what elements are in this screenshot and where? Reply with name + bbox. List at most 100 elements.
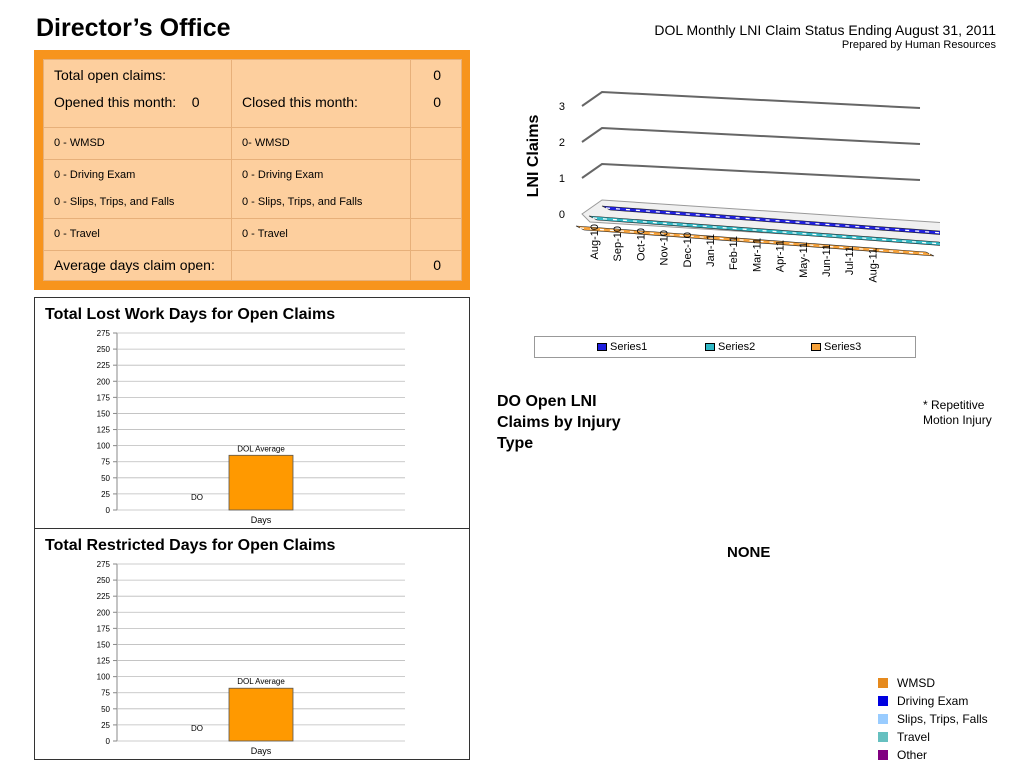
legend-item-wmsd: WMSD xyxy=(878,674,988,692)
injury-type-title: DO Open LNI Claims by Injury Type xyxy=(497,393,621,452)
legend-item-other: Other xyxy=(878,746,988,764)
y-tick-label: 50 xyxy=(101,474,110,483)
y-tick-label: 225 xyxy=(97,592,111,601)
legend-item-series2: Series2 xyxy=(705,341,755,353)
legend-label: Series1 xyxy=(610,341,648,353)
x-tick-label: Jul-11 xyxy=(844,246,856,275)
legend-item-series1: Series1 xyxy=(597,341,647,353)
x-tick-label: Days xyxy=(251,746,272,756)
y-tick-label: 200 xyxy=(97,377,111,386)
restricted-days-chart: 0 25 50 75 100 125 150 175 200 225 250 275 DO DOL Ave… xyxy=(97,560,405,756)
x-tick-label: Mar-11 xyxy=(751,238,763,272)
x-tick-label: Jan-11 xyxy=(705,234,717,267)
legend-swatch xyxy=(597,343,607,351)
avg-days-label: Average days claim open: xyxy=(43,250,232,281)
legend-item-driving-exam: Driving Exam xyxy=(878,692,988,710)
opened-type: 0 - Slips, Trips, and Falls xyxy=(54,196,175,208)
report-period: DOL Monthly LNI Claim Status Ending Augu… xyxy=(654,22,996,38)
gridline xyxy=(581,162,921,181)
y-tick-label: 250 xyxy=(97,345,111,354)
legend-swatch xyxy=(811,343,821,351)
y-tick-label: 175 xyxy=(97,393,111,402)
monthly-chart-legend: Series1 Series2 Series3 xyxy=(534,336,916,358)
y-tick-label: 0 xyxy=(559,209,565,221)
bar xyxy=(228,454,294,511)
y-tick-label: 75 xyxy=(101,458,110,467)
closed-type: 0- WMSD xyxy=(231,127,411,160)
claim-summary-box: Total open claims: Opened this month: 0 … xyxy=(34,50,470,290)
x-tick-label: Aug-10 xyxy=(589,224,601,259)
y-tick-label: 275 xyxy=(97,329,111,338)
series-line xyxy=(579,227,931,255)
lost-work-days-title: Total Lost Work Days for Open Claims xyxy=(45,306,336,323)
y-tick-label: 125 xyxy=(97,426,111,435)
opened-type: 0 - Travel xyxy=(43,218,232,251)
y-axis-label: LNI Claims xyxy=(525,115,542,198)
legend-swatch xyxy=(878,714,888,724)
legend-swatch xyxy=(878,732,888,742)
x-tick-label: Sep-10 xyxy=(612,226,624,261)
legend-item-travel: Travel xyxy=(878,728,988,746)
y-tick-label: 150 xyxy=(97,409,111,418)
y-tick-label: 0 xyxy=(106,506,111,515)
series-line xyxy=(592,217,940,245)
legend-label: WMSD xyxy=(897,676,935,690)
opened-value: 0 xyxy=(191,94,200,110)
legend-label: Driving Exam xyxy=(897,694,969,708)
y-tick-label: 75 xyxy=(101,689,110,698)
legend-label: Series2 xyxy=(718,341,756,353)
y-tick-label: 225 xyxy=(97,361,111,370)
y-tick-label: 50 xyxy=(101,705,110,714)
legend-label: Slips, Trips, Falls xyxy=(897,712,988,726)
legend-item-slips: Slips, Trips, Falls xyxy=(878,710,988,728)
lost-work-days-panel: Total Lost Work Days for Open Claims 0 25… xyxy=(34,297,470,529)
closed-type: 0 - Driving Exam xyxy=(242,169,324,181)
y-tick-label: 2 xyxy=(559,137,565,149)
data-label: DOL Average xyxy=(237,444,285,453)
injury-none-label: NONE xyxy=(727,544,771,561)
report-preparer: Prepared by Human Resources xyxy=(841,39,996,51)
data-label: DOL Average xyxy=(237,677,285,686)
opened-type: 0 - Driving Exam xyxy=(54,169,136,181)
restricted-days-panel: Total Restricted Days for Open Claims 0 2… xyxy=(34,528,470,760)
y-tick-label: 100 xyxy=(97,673,111,682)
monthly-claims-chart: 0 1 2 3 LNI Claims Aug-10 Sep-10 Oct-10 Nov-10 De… xyxy=(525,90,940,283)
legend-swatch xyxy=(878,750,888,760)
y-tick-label: 100 xyxy=(97,442,111,451)
data-label: DO xyxy=(191,493,203,502)
gridline xyxy=(581,126,921,145)
x-tick-label: Aug-11 xyxy=(867,248,879,283)
x-tick-label: May-11 xyxy=(798,242,810,278)
opened-label: Opened this month: xyxy=(54,94,177,110)
x-tick-label: Nov-10 xyxy=(659,230,671,265)
opened-type: 0 - WMSD xyxy=(43,127,232,160)
y-tick-label: 250 xyxy=(97,576,111,585)
closed-type: 0 - Travel xyxy=(231,218,411,251)
legend-swatch xyxy=(878,678,888,688)
repetitive-motion-note: * Repetitive Motion Injury xyxy=(923,398,992,427)
y-tick-label: 150 xyxy=(97,640,111,649)
legend-item-series3: Series3 xyxy=(811,341,861,353)
x-tick-label: Oct-10 xyxy=(635,228,647,261)
legend-swatch xyxy=(878,696,888,706)
avg-days-value: 0 xyxy=(410,250,462,281)
x-tick-label: Jun-11 xyxy=(821,244,833,277)
legend-swatch xyxy=(705,343,715,351)
gridline xyxy=(581,90,921,109)
opened-cell: Total open claims: Opened this month: 0 xyxy=(43,59,232,128)
bar xyxy=(228,687,294,742)
closed-type: 0 - Slips, Trips, and Falls xyxy=(242,196,363,208)
closed-cell: Closed this month: xyxy=(231,59,411,128)
claim-summary-table: Total open claims: Opened this month: 0 … xyxy=(43,59,462,281)
x-tick-label: Apr-11 xyxy=(775,240,787,272)
x-tick-label: Feb-11 xyxy=(728,236,740,270)
y-tick-label: 125 xyxy=(97,657,111,666)
report-header: DOL Monthly LNI Claim Status Ending Augu… xyxy=(654,22,996,51)
legend-label: Other xyxy=(897,748,928,762)
y-tick-label: 275 xyxy=(97,560,111,569)
open-claims-value: 0 xyxy=(433,67,441,83)
y-tick-label: 200 xyxy=(97,608,111,617)
y-tick-label: 3 xyxy=(559,101,565,113)
closed-value: 0 xyxy=(433,94,441,110)
y-tick-label: 175 xyxy=(97,624,111,633)
